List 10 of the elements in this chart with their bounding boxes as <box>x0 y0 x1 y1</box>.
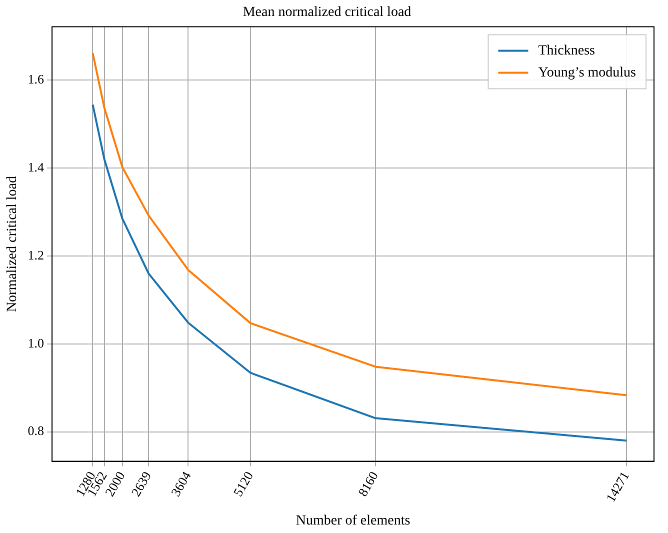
y-tick-label: 1.6 <box>28 71 45 86</box>
y-tick-label: 1.0 <box>28 335 44 350</box>
legend-label: Thickness <box>538 43 595 58</box>
y-axis-title: Normalized critical load <box>5 176 20 312</box>
legend-label: Young’s modulus <box>538 65 636 80</box>
chart-title: Mean normalized critical load <box>242 5 412 20</box>
y-tick-label: 1.2 <box>28 247 44 262</box>
y-tick-label: 1.4 <box>28 159 45 174</box>
y-tick-label: 0.8 <box>28 423 44 438</box>
x-axis-title: Number of elements <box>296 513 410 528</box>
